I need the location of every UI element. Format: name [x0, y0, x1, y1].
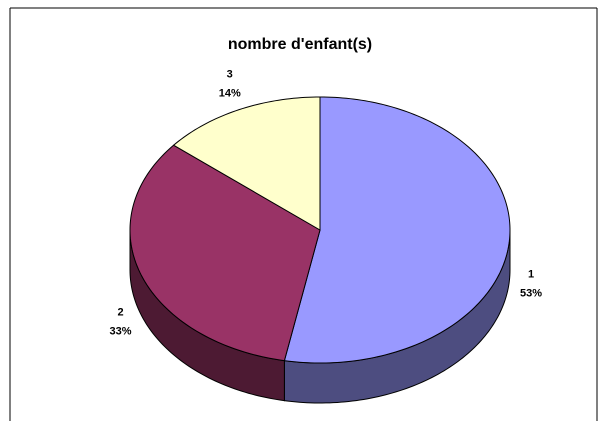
data-label-category: 3 — [227, 69, 233, 81]
data-label-category: 2 — [117, 306, 123, 318]
slice — [283, 96, 511, 364]
data-label-value: 14% — [219, 88, 241, 100]
slice — [172, 96, 321, 231]
data-label-value: 53% — [520, 287, 542, 299]
slice — [129, 144, 321, 362]
chart-title: nombre d'enfant(s) — [228, 36, 372, 53]
data-label-value: 33% — [110, 325, 132, 337]
data-label-category: 1 — [528, 268, 534, 280]
